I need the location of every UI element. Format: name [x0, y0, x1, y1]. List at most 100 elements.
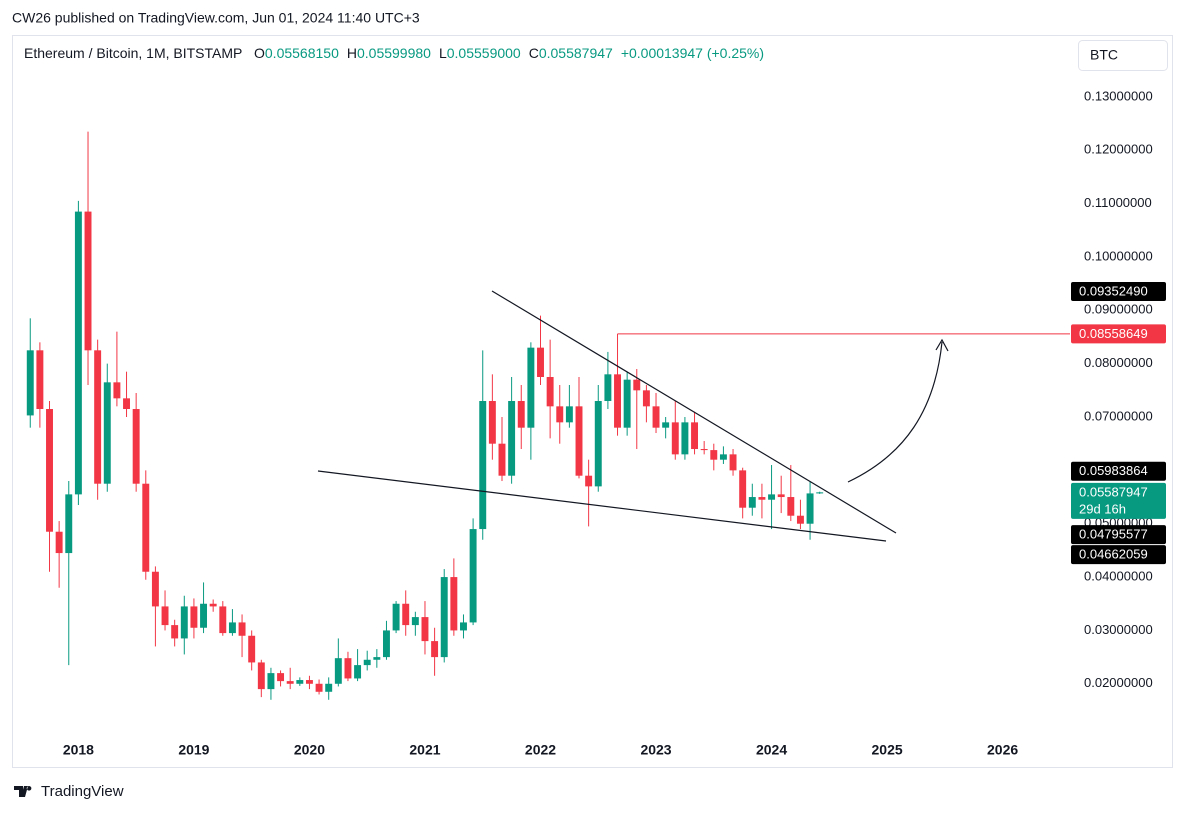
legend: Ethereum / Bitcoin, 1M, BITSTAMP O0.0556… — [24, 45, 764, 61]
y-tick-label: 0.12000000 — [1084, 142, 1153, 157]
candle-body — [219, 606, 227, 634]
y-tick-label: 0.11000000 — [1084, 195, 1152, 210]
candle-body — [373, 657, 381, 660]
lower-trendline — [317, 470, 887, 542]
candle-body — [151, 571, 159, 607]
y-tick-label: 0.09000000 — [1084, 302, 1153, 317]
price-label: 0.05587947 — [1079, 484, 1148, 499]
candle-body — [26, 350, 34, 416]
candle-body — [537, 347, 544, 377]
candle-body — [517, 401, 525, 428]
ohlc-value: 0.05587947 — [539, 45, 613, 61]
candle-body — [46, 409, 53, 532]
candle-body — [460, 622, 467, 631]
candle-body — [248, 635, 256, 663]
candle-body — [787, 497, 795, 516]
candle-body — [700, 449, 708, 451]
candle-body — [103, 382, 111, 484]
candle-body — [392, 603, 400, 631]
candle-body — [614, 374, 621, 428]
brand-logo — [14, 786, 32, 797]
candle-body — [662, 422, 670, 428]
frame — [12, 35, 1173, 768]
y-tick-label: 0.10000000 — [1084, 248, 1153, 263]
candle-body — [450, 577, 458, 631]
candle-body — [123, 398, 130, 410]
candle-body — [623, 379, 631, 428]
candle-body — [768, 494, 776, 500]
countdown: 29d 16h — [1079, 501, 1126, 516]
candle-body — [55, 531, 63, 554]
candle-body — [315, 683, 323, 692]
candle-body — [642, 390, 650, 407]
candle-body — [527, 347, 535, 428]
projection-arrow — [847, 341, 943, 483]
x-tick-label: 2022 — [525, 742, 556, 758]
ohlc-key: H — [347, 45, 357, 61]
candle-body — [585, 475, 593, 487]
candle-body — [681, 422, 689, 455]
y-tick-label: 0.04000000 — [1084, 569, 1153, 584]
price-label: 0.08558649 — [1079, 326, 1148, 341]
published-note: CW26 published on TradingView.com, Jun 0… — [12, 10, 420, 26]
y-tick-label: 0.02000000 — [1084, 675, 1153, 690]
candle-body — [806, 493, 814, 524]
candle-body — [633, 379, 641, 391]
ohlc-value: 0.05559000 — [447, 45, 521, 61]
candle-body — [556, 406, 564, 423]
candle-body — [498, 443, 506, 476]
candle-body — [190, 606, 198, 628]
y-tick-label: 0.13000000 — [1084, 88, 1153, 103]
candle-body — [354, 665, 362, 679]
candle-body — [296, 680, 304, 684]
candle-body — [508, 401, 516, 476]
candle-body — [171, 625, 179, 639]
x-tick-label: 2019 — [178, 742, 209, 758]
price-label-box — [1071, 324, 1166, 344]
y-tick-label: 0.07000000 — [1084, 408, 1153, 423]
candle-body — [36, 350, 44, 410]
price-label-box — [1071, 461, 1166, 481]
candle-body — [691, 422, 699, 450]
brand-name: TradingView — [41, 783, 124, 800]
plot: 2018 2019 2020 2021 2022 2023 2024 2025 2026 — [26, 131, 1070, 758]
price-label-box — [1071, 525, 1166, 545]
candle-body — [402, 603, 410, 626]
candle-body — [594, 401, 602, 487]
ohlc-key: L — [439, 45, 447, 61]
y-tick-label: 0.08000000 — [1084, 355, 1153, 370]
candle-body — [719, 454, 727, 460]
price-label: 0.09352490 — [1079, 283, 1148, 298]
price-label-box — [1071, 482, 1166, 519]
candle-body — [777, 494, 785, 498]
candle-body — [238, 622, 246, 636]
candle-body — [431, 641, 439, 658]
x-tick-label: 2020 — [294, 742, 325, 758]
candle-body — [334, 658, 342, 684]
candle-body — [565, 406, 573, 423]
candle-body — [257, 662, 265, 690]
candle-body — [132, 409, 140, 484]
candle-body — [209, 603, 217, 607]
currency-button[interactable] — [1078, 40, 1168, 71]
candle-body — [729, 454, 737, 471]
ohlc-value: 0.05568150 — [265, 45, 339, 61]
candle-body — [267, 673, 275, 690]
price-label-box — [1071, 281, 1166, 301]
upper-trendline — [491, 290, 897, 534]
candle-body — [816, 492, 824, 494]
candle-body — [546, 376, 554, 407]
ohlc-key: O — [254, 45, 265, 61]
candle-body — [575, 406, 583, 476]
candle-body — [161, 606, 169, 626]
candle-body — [142, 483, 150, 572]
candle-body — [604, 374, 612, 402]
candle-body — [200, 603, 208, 628]
change: +0.00013947 (+0.25%) — [621, 45, 764, 61]
candle-body — [94, 350, 102, 484]
candle-body — [748, 497, 756, 508]
candle-body — [344, 658, 352, 679]
currency-label[interactable]: BTC — [1090, 47, 1118, 63]
